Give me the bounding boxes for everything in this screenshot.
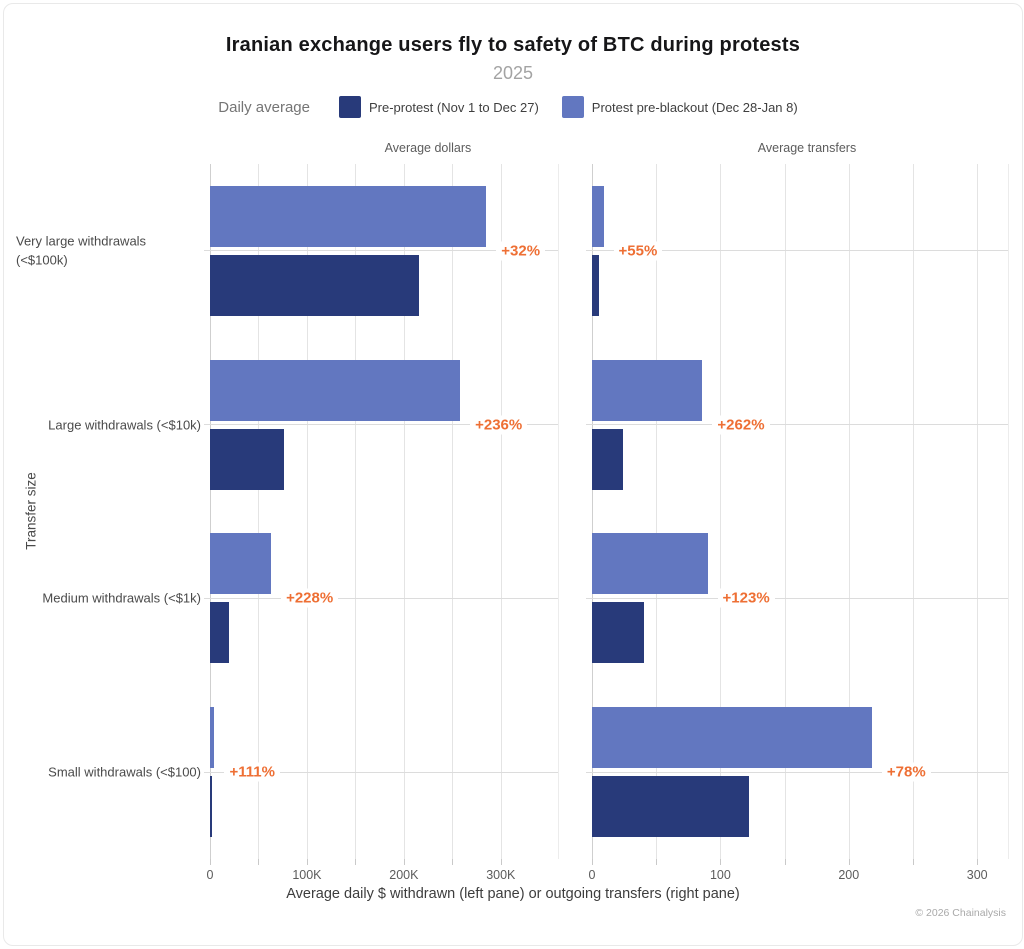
axis-tick	[452, 859, 454, 865]
chart-card: Iranian exchange users fly to safety of …	[3, 3, 1023, 946]
pct-change-label: +111%	[224, 762, 280, 782]
pct-change-label: +262%	[712, 415, 770, 435]
bar-protest-pre-blackout	[592, 185, 604, 247]
bar-protest-pre-blackout	[592, 533, 708, 595]
category-label: Medium withdrawals (<$1k)	[42, 590, 201, 606]
axis-tick-label: 300	[966, 868, 988, 882]
bar-pre-protest	[592, 602, 644, 664]
axis-tick	[210, 859, 211, 865]
bar-protest-pre-blackout	[210, 359, 461, 421]
pane-title-average-transfers: Average transfers	[757, 141, 857, 155]
row-leader-line	[204, 771, 558, 773]
row-leader-line	[204, 597, 558, 599]
axis-tick	[500, 859, 502, 865]
copyright-notice: © 2026 Chainalysis	[915, 907, 1006, 919]
pct-change-label: +228%	[281, 588, 339, 608]
gridline	[977, 164, 979, 859]
pre-protest-swatch-icon	[338, 96, 361, 118]
bar-protest-pre-blackout	[210, 707, 215, 769]
pane-edge-line	[558, 164, 559, 859]
axis-tick-label: 0	[206, 868, 214, 882]
gridline	[403, 164, 405, 859]
protest-pre-blackout-swatch-icon	[561, 96, 584, 118]
gridline	[720, 164, 722, 859]
axis-tick-label: 200	[838, 868, 860, 882]
gridline	[452, 164, 454, 859]
gridline	[306, 164, 308, 859]
gridline	[784, 164, 786, 859]
legend-item-pre-protest: Pre-protest (Nov 1 to Dec 27)	[338, 96, 539, 118]
bar-pre-protest	[210, 428, 285, 490]
axis-tick-label: 200K	[389, 868, 419, 882]
row-leader-line	[586, 250, 1008, 252]
axis-tick	[592, 859, 593, 865]
bar-protest-pre-blackout	[592, 707, 872, 769]
bar-pre-protest	[592, 254, 600, 316]
pct-change-label: +123%	[717, 588, 775, 608]
category-label: Very large withdrawals (<$100k)	[16, 233, 147, 268]
pct-change-label: +236%	[470, 415, 528, 435]
pane-title-average-dollars: Average dollars	[384, 141, 472, 155]
pct-change-label: +78%	[881, 762, 931, 782]
category-label: Large withdrawals (<$10k)	[48, 416, 201, 432]
bar-protest-pre-blackout	[210, 185, 487, 247]
axis-tick	[355, 859, 357, 865]
legend-item-label: Protest pre-blackout (Dec 28-Jan 8)	[591, 99, 798, 115]
axis-tick-label: 0	[588, 868, 596, 882]
bar-pre-protest	[210, 602, 229, 664]
gridline	[355, 164, 357, 859]
gridline	[210, 164, 211, 859]
gridline	[258, 164, 260, 859]
axis-tick-label: 100K	[292, 868, 322, 882]
pane-edge-line	[1008, 164, 1009, 859]
pct-change-label: +32%	[496, 241, 546, 261]
bar-protest-pre-blackout	[210, 533, 272, 595]
pane-average-transfers: 0 100 200 300 +55% +262% +123% +78%	[586, 164, 1009, 882]
legend-item-label: Pre-protest (Nov 1 to Dec 27)	[368, 99, 539, 115]
row-leader-line	[204, 250, 558, 252]
gridline	[848, 164, 850, 859]
axis-tick	[656, 859, 658, 865]
gridline	[912, 164, 914, 859]
pane-average-dollars: 0 100K 200K 300K +32% +236% +228% +111%	[204, 164, 559, 882]
axis-tick	[720, 859, 722, 865]
axis-tick	[977, 859, 979, 865]
row-leader-line	[586, 597, 1008, 599]
axis-tick-label: 300K	[486, 868, 516, 882]
legend-item-protest-pre-blackout: Protest pre-blackout (Dec 28-Jan 8)	[561, 96, 798, 118]
axis-tick	[784, 859, 786, 865]
axis-tick	[258, 859, 260, 865]
bar-pre-protest	[592, 428, 623, 490]
bar-pre-protest	[210, 776, 213, 838]
legend-title: Daily average	[218, 98, 310, 116]
bar-protest-pre-blackout	[592, 359, 703, 421]
axis-tick-label: 100	[709, 868, 731, 882]
bar-pre-protest	[592, 776, 750, 838]
axis-tick	[306, 859, 308, 865]
row-leader-line	[586, 771, 1008, 773]
axis-tick	[403, 859, 405, 865]
category-label: Small withdrawals (<$100)	[48, 764, 201, 780]
gridline	[592, 164, 593, 859]
x-axis-label: Average daily $ withdrawn (left pane) or…	[286, 886, 740, 902]
axis-tick	[912, 859, 914, 865]
bar-pre-protest	[210, 254, 420, 316]
chart-title: Iranian exchange users fly to safety of …	[225, 34, 801, 56]
axis-tick	[848, 859, 850, 865]
y-axis-label: Transfer size	[23, 472, 39, 550]
row-leader-line	[586, 424, 1008, 426]
chart-subtitle: 2025	[492, 63, 534, 83]
gridline	[656, 164, 658, 859]
gridline	[500, 164, 502, 859]
row-leader-line	[204, 424, 558, 426]
pct-change-label: +55%	[613, 241, 663, 261]
legend: Daily average Pre-protest (Nov 1 to Dec …	[4, 96, 1022, 118]
